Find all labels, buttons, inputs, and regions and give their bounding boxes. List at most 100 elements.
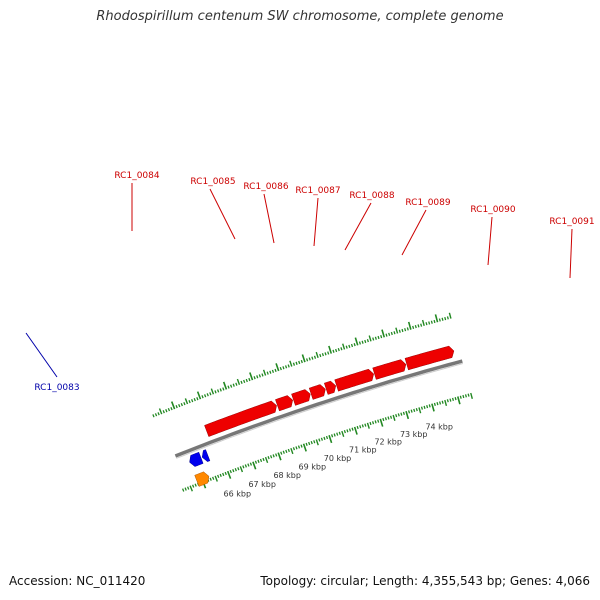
outer-tick-minor: [214, 390, 217, 394]
inner-tick-major: [328, 434, 333, 444]
outer-tick-minor: [337, 347, 340, 352]
inner-tick-mid: [470, 392, 473, 399]
outer-tick-mid: [184, 398, 189, 405]
gene-leader-line: [487, 216, 493, 266]
outer-tick-minor: [332, 349, 335, 353]
outer-tick-minor: [154, 413, 158, 417]
gene-label: RC1_0084: [114, 171, 159, 181]
outer-tick-minor: [438, 318, 441, 322]
inner-tick-minor: [295, 446, 298, 450]
outer-tick-minor: [361, 340, 364, 344]
inner-tick-minor: [194, 483, 197, 487]
outer-tick-minor: [441, 317, 444, 321]
outer-tick-minor: [364, 339, 367, 344]
scale-label: 73 kbp: [400, 430, 428, 439]
chromosome-backbone: [174, 359, 464, 459]
outer-tick-minor: [414, 325, 417, 329]
gene-leader-line: [209, 188, 236, 240]
inner-tick-minor: [269, 455, 273, 459]
gene-label: RC1_0086: [243, 182, 288, 192]
inner-tick-minor: [408, 410, 411, 414]
outer-tick-minor: [353, 343, 356, 347]
outer-tick-minor: [306, 358, 309, 362]
other-feature-arrow: [194, 471, 210, 487]
outer-tick-minor: [162, 410, 165, 414]
outer-tick-minor: [308, 357, 311, 361]
outer-tick-minor: [188, 400, 191, 404]
inner-tick-minor: [217, 474, 220, 478]
outer-tick-minor: [279, 366, 282, 371]
outer-tick-minor: [327, 351, 330, 355]
inner-tick-minor: [338, 431, 341, 435]
inner-tick-minor: [446, 399, 449, 403]
gene-track: [189, 345, 455, 487]
inner-tick-minor: [436, 402, 439, 406]
inner-tick-mid: [444, 399, 448, 407]
outer-tick-minor: [191, 399, 194, 403]
inner-tick-mid: [341, 430, 345, 437]
inner-tick-minor: [333, 433, 336, 437]
outer-tick-minor: [157, 412, 160, 416]
outer-tick-minor: [300, 359, 303, 364]
outer-tick-mid: [342, 343, 346, 350]
outer-tick-minor: [167, 408, 171, 412]
inner-tick-minor: [428, 404, 431, 408]
forward-gene-arrow-86: [291, 389, 311, 406]
inner-tick-minor: [377, 419, 380, 423]
inner-tick-minor: [382, 417, 385, 422]
inner-tick-major: [457, 396, 461, 405]
inner-tick-mid: [418, 407, 422, 414]
inner-tick-minor: [426, 404, 429, 409]
inner-tick-minor: [224, 471, 227, 476]
outer-tick-mid: [289, 360, 293, 367]
inner-tick-minor: [441, 400, 444, 404]
outer-tick-minor: [390, 331, 393, 336]
outer-tick-minor: [206, 393, 209, 397]
inner-tick-major: [226, 470, 232, 479]
outer-tick-major: [354, 337, 359, 346]
outer-tick-minor: [269, 370, 272, 374]
inner-tick-minor: [356, 425, 359, 430]
inner-tick-minor: [320, 437, 323, 441]
outer-tick-minor: [266, 371, 269, 375]
inner-tick-minor: [318, 438, 321, 442]
inner-tick-minor: [369, 421, 372, 426]
outer-tick-minor: [227, 385, 230, 389]
outer-tick-minor: [324, 352, 327, 356]
inner-tick-minor: [397, 413, 400, 417]
outer-tick-minor: [183, 401, 186, 406]
outer-tick-mid: [210, 388, 215, 395]
outer-tick-minor: [404, 328, 407, 332]
inner-tick-minor: [384, 417, 387, 421]
outer-tick-minor: [428, 321, 431, 325]
inner-tick-minor: [237, 467, 240, 471]
inner-tick-major: [353, 426, 358, 435]
outer-tick-major: [249, 372, 254, 381]
gene-label: RC1_0088: [349, 191, 394, 201]
inner-tick-minor: [234, 468, 237, 472]
outer-tick-minor: [175, 405, 178, 409]
inner-tick-mid: [189, 485, 193, 492]
outer-tick-minor: [271, 369, 275, 373]
outer-tick-minor: [295, 361, 298, 365]
outer-tick-minor: [335, 348, 338, 353]
inner-tick-minor: [343, 430, 346, 434]
inner-tick-major: [379, 418, 384, 427]
outer-tick-minor: [313, 355, 317, 359]
outer-tick-minor: [366, 339, 369, 343]
inner-tick-minor: [331, 434, 334, 438]
backbone-shadow: [176, 363, 464, 459]
forward-gene-arrow-91: [404, 345, 455, 371]
outer-tick-minor: [358, 341, 361, 345]
inner-tick-minor: [285, 449, 288, 454]
scale-label: 74 kbp: [425, 423, 453, 432]
inner-tick-major: [252, 461, 257, 470]
inner-tick-minor: [387, 416, 390, 420]
inner-tick-major: [405, 410, 410, 420]
outer-tick-minor: [372, 337, 375, 341]
outer-tick-minor: [209, 392, 212, 396]
scale-label: 67 kbp: [248, 480, 276, 489]
outer-tick-minor: [444, 316, 447, 321]
inner-tick-minor: [297, 445, 301, 449]
